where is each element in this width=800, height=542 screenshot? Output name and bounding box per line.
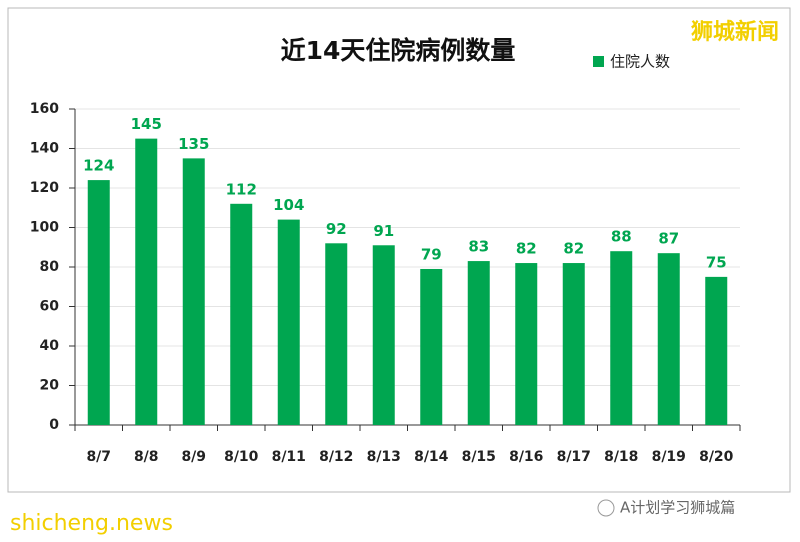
data-label: 75 [706, 253, 727, 271]
x-tick-label: 8/10 [224, 449, 259, 465]
bar [467, 261, 490, 425]
chart-title: 近14天住院病例数量 [281, 36, 516, 65]
data-label: 104 [273, 196, 304, 214]
bar [515, 263, 538, 425]
x-tick-label: 8/15 [462, 449, 496, 465]
x-tick-label: 8/13 [367, 449, 401, 465]
data-label: 82 [563, 240, 584, 258]
x-tick-label: 8/16 [509, 449, 543, 465]
x-tick-label: 8/17 [557, 449, 591, 465]
x-tick-label: 8/7 [86, 449, 111, 465]
bar [562, 263, 585, 425]
y-tick-label: 0 [49, 417, 59, 433]
watermark-brand: 狮城新闻 [691, 19, 779, 45]
data-label: 82 [516, 240, 537, 258]
x-tick-label: 8/19 [652, 449, 686, 465]
bar [325, 243, 348, 425]
x-tick-label: 8/20 [699, 449, 734, 465]
legend-swatch [593, 56, 604, 67]
y-tick-label: 20 [40, 378, 60, 394]
x-tick-label: 8/12 [319, 449, 353, 465]
bar [182, 158, 205, 425]
y-tick-label: 40 [40, 338, 60, 354]
bar [277, 219, 300, 425]
bar [135, 138, 158, 425]
watermark-site: shicheng.news [10, 511, 173, 536]
y-tick-label: 140 [30, 141, 59, 157]
x-tick-label: 8/18 [604, 449, 638, 465]
y-tick-label: 160 [30, 101, 59, 117]
bar [372, 245, 395, 425]
watermark-account: A计划学习狮城篇 [620, 499, 735, 517]
x-tick-label: 8/14 [414, 449, 449, 465]
y-tick-label: 80 [40, 259, 60, 275]
data-label: 83 [468, 238, 489, 256]
y-tick-label: 100 [30, 220, 59, 236]
x-tick-label: 8/9 [181, 449, 206, 465]
data-label: 112 [226, 180, 257, 198]
x-tick-label: 8/8 [134, 449, 159, 465]
data-label: 135 [178, 135, 209, 153]
data-label: 145 [131, 115, 162, 133]
y-tick-label: 120 [30, 180, 59, 196]
legend-label: 住院人数 [610, 53, 670, 71]
data-label: 92 [326, 220, 347, 238]
data-label: 87 [658, 230, 679, 248]
data-label: 91 [373, 222, 394, 240]
bar [705, 276, 728, 425]
bar [87, 180, 110, 425]
bar [657, 253, 680, 425]
wechat-icon [597, 499, 615, 517]
data-label: 88 [611, 228, 632, 246]
bar [420, 268, 443, 425]
bar [230, 203, 253, 425]
data-label: 124 [83, 157, 114, 175]
bar [610, 251, 633, 425]
y-tick-label: 60 [40, 299, 60, 315]
data-label: 79 [421, 245, 442, 263]
x-tick-label: 8/11 [272, 449, 306, 465]
